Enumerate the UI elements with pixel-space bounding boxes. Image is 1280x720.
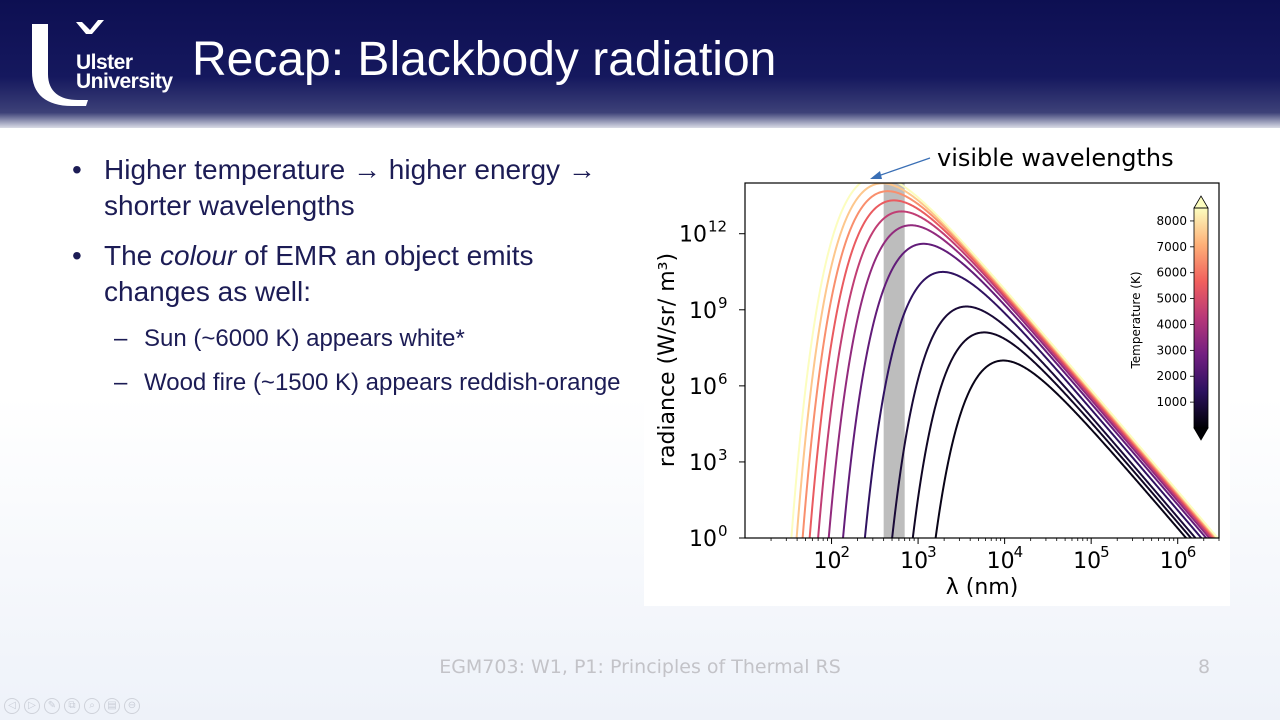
bullet-1-part-1: Higher temperature (104, 154, 346, 185)
x-axis-label: λ (nm) (946, 575, 1019, 600)
y-tick-exponent: 3 (718, 446, 728, 464)
colorbar-tick-label: 1000 (1156, 395, 1187, 409)
next-slide-icon[interactable]: ▷ (24, 698, 40, 714)
x-tick-label: 10 (1073, 549, 1101, 574)
radiance-curve-3500k (827, 224, 1211, 538)
blackbody-chart: 10 2 10 3 10 4 10 5 10 610 010 310 610 910 12 λ (nm) r… (655, 144, 1220, 600)
ulster-university-logo: Ulster University (18, 18, 178, 110)
radiance-curve-1500k (863, 270, 1203, 538)
sub-bullet-dash-icon: – (114, 325, 128, 352)
sub-bullet-sun: – Sun (~6000 K) appears white* (72, 324, 632, 354)
radiance-curve-5500k (808, 199, 1215, 538)
colorbar-tick-label: 7000 (1156, 240, 1187, 254)
bullet-2-prefix: The (104, 240, 161, 271)
y-tick-exponent: 9 (718, 294, 728, 312)
x-tick-exponent: 6 (1187, 543, 1197, 561)
colorbar-tick-label: 6000 (1156, 266, 1187, 280)
bullet-2-suffix: of EMR an object emits changes as well: (104, 240, 534, 307)
previous-slide-icon[interactable]: ◁ (4, 698, 20, 714)
y-tick-exponent: 12 (708, 218, 727, 236)
y-tick-label: 10 (689, 451, 717, 476)
x-tick-exponent: 4 (1014, 543, 1024, 561)
bullet-1-part-2: higher energy (388, 154, 561, 185)
slide-title: Recap: Blackbody radiation (192, 33, 777, 86)
colorbar-frame (1193, 207, 1209, 429)
radiance-curve-8500k (790, 183, 1219, 538)
arrow-right-icon: → (567, 154, 596, 185)
bullet-1-part-3: shorter wavelengths (104, 190, 355, 221)
radiance-curve-300k (934, 359, 1188, 538)
colorbar-extend-min (1193, 427, 1209, 441)
y-tick-label: 10 (689, 299, 717, 324)
slide-footer: EGM703: W1, P1: Principles of Thermal RS (439, 656, 841, 678)
blackbody-figure: 10 2 10 3 10 4 10 5 10 6 10 0 10 3 10 6 10 9 10 12 λ (nm) r… (644, 140, 1230, 606)
bullet-temperature-energy: • Higher temperature → higher energy → s… (72, 152, 632, 224)
sub-bullet-sun-text: Sun (~6000 K) appears white* (144, 325, 465, 352)
plot-frame (744, 182, 1220, 539)
bullet-dot-icon: • (72, 240, 82, 271)
x-tick-label: 10 (1160, 549, 1188, 574)
slide-header: Ulster University Recap: Blackbody radia… (0, 0, 1280, 128)
x-tick-exponent: 3 (927, 543, 937, 561)
x-tick-label: 10 (987, 549, 1015, 574)
colorbar-tick-label: 8000 (1156, 214, 1187, 228)
sub-bullet-wood-fire: – Wood fire (~1500 K) appears reddish-or… (72, 368, 632, 398)
radiance-curve-7500k (795, 183, 1218, 538)
arrow-right-icon: → (353, 154, 382, 185)
y-tick-label: 10 (689, 527, 717, 552)
y-tick-label: 10 (689, 375, 717, 400)
sub-bullet-dash-icon: – (114, 369, 128, 396)
colorbar-tick-label: 2000 (1156, 369, 1187, 383)
y-axis-label: radiance (W/sr/ m³) (655, 253, 680, 467)
bullet-dot-icon: • (72, 154, 82, 185)
zoom-icon[interactable]: ⌕ (84, 698, 100, 714)
x-tick-exponent: 2 (841, 543, 851, 561)
y-tick-exponent: 6 (718, 370, 728, 388)
slides-icon[interactable]: ⧉ (64, 698, 80, 714)
colorbar-tick-label: 3000 (1156, 343, 1187, 357)
visible-band (883, 183, 905, 538)
y-tick-label: 10 (679, 223, 707, 248)
radiance-curve-500k (911, 331, 1193, 538)
colorbar-label: Temperature (K) (1129, 271, 1143, 369)
bullet-2-italic: colour (160, 240, 237, 271)
x-tick-label: 10 (900, 549, 928, 574)
x-tick-exponent: 5 (1100, 543, 1110, 561)
slide-page-number: 8 (1198, 656, 1211, 678)
annotation-arrow (870, 157, 931, 179)
radiance-curve-800k (891, 305, 1197, 538)
colorbar-extend-max (1193, 195, 1209, 209)
sub-bullet-wood-fire-text: Wood fire (~1500 K) appears reddish-oran… (144, 369, 621, 396)
logo-line-ulster: Ulster (76, 51, 133, 74)
ulster-u-logo-icon (32, 20, 104, 106)
x-tick-label: 10 (814, 549, 842, 574)
menu-icon[interactable]: ▤ (104, 698, 120, 714)
y-tick-exponent: 0 (718, 522, 728, 540)
visible-wavelengths-annotation: visible wavelengths (937, 144, 1174, 172)
logo-line-university: University (76, 70, 173, 93)
slide-body: • Higher temperature → higher energy → s… (72, 152, 632, 412)
colorbar-tick-label: 5000 (1156, 292, 1187, 306)
radiance-curve-4500k (817, 210, 1214, 538)
colorbar-tick-label: 4000 (1156, 317, 1187, 331)
bullet-colour-emr: • The colour of EMR an object emits chan… (72, 238, 632, 310)
pen-icon[interactable]: ✎ (44, 698, 60, 714)
more-options-icon[interactable]: ⊖ (124, 698, 140, 714)
colorbar (1194, 208, 1208, 428)
radiance-curve-6500k (801, 190, 1217, 538)
logo-wordmark: Ulster University (76, 51, 173, 93)
radiance-curve-2500k (842, 242, 1208, 538)
viewer-controls: ◁ ▷ ✎ ⧉ ⌕ ▤ ⊖ (4, 698, 140, 716)
